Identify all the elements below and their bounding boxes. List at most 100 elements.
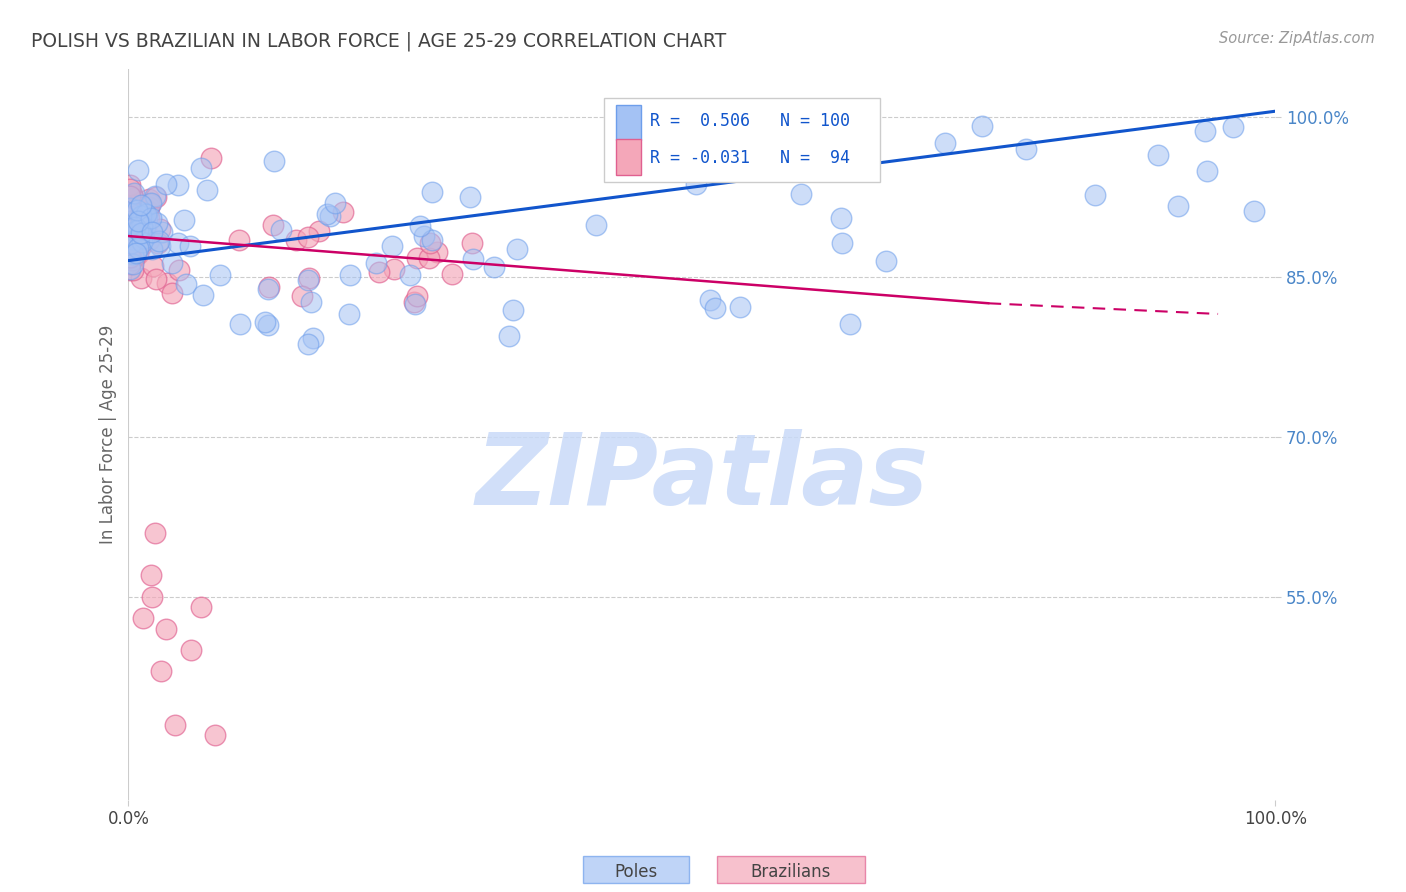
Point: [1195, 164, 1218, 178]
Point: [120, 244, 142, 259]
Point: [160, 256, 183, 270]
Point: [315, 206, 337, 220]
Point: [118, 263, 141, 277]
Point: [121, 220, 143, 235]
Point: [122, 257, 145, 271]
Point: [332, 205, 354, 219]
Point: [129, 213, 152, 227]
Point: [141, 225, 163, 239]
Point: [505, 242, 527, 256]
Point: [118, 201, 141, 215]
Point: [297, 272, 319, 286]
FancyBboxPatch shape: [616, 105, 641, 140]
Point: [121, 189, 143, 203]
Point: [728, 300, 751, 314]
Point: [149, 222, 172, 236]
Point: [146, 216, 169, 230]
Point: [420, 233, 443, 247]
Point: [263, 153, 285, 168]
Point: [131, 238, 153, 252]
Point: [122, 192, 145, 206]
Point: [118, 210, 141, 224]
Point: [190, 161, 212, 175]
Point: [406, 289, 429, 303]
Point: [1084, 187, 1107, 202]
Point: [228, 233, 250, 247]
Point: [461, 252, 484, 267]
Text: R =  0.506   N = 100: R = 0.506 N = 100: [651, 112, 851, 130]
Point: [461, 235, 484, 250]
Point: [120, 229, 142, 244]
Point: [156, 276, 179, 290]
Point: [118, 223, 141, 237]
Point: [118, 200, 141, 214]
Point: [155, 622, 177, 636]
Point: [297, 336, 319, 351]
Point: [125, 235, 148, 249]
Point: [339, 268, 361, 283]
Point: [121, 187, 143, 202]
Point: [193, 287, 215, 301]
Point: [141, 195, 163, 210]
Point: [285, 233, 308, 247]
Point: [143, 525, 166, 540]
Point: [124, 214, 146, 228]
Point: [120, 244, 142, 258]
Point: [150, 665, 173, 679]
Point: [425, 244, 447, 259]
Point: [699, 293, 721, 307]
Point: [118, 251, 141, 265]
Point: [190, 600, 212, 615]
Point: [127, 163, 149, 178]
Point: [934, 136, 956, 150]
Point: [141, 590, 163, 604]
Point: [121, 263, 143, 277]
Point: [458, 190, 481, 204]
Point: [118, 206, 141, 220]
Point: [118, 226, 141, 240]
Text: R = -0.031   N =  94: R = -0.031 N = 94: [651, 149, 851, 167]
Point: [685, 177, 707, 191]
Point: [262, 218, 284, 232]
Y-axis label: In Labor Force | Age 25-29: In Labor Force | Age 25-29: [100, 325, 117, 543]
Text: Poles: Poles: [614, 863, 658, 881]
Point: [124, 225, 146, 239]
Point: [440, 268, 463, 282]
Point: [420, 185, 443, 199]
Point: [148, 235, 170, 250]
Point: [139, 568, 162, 582]
Point: [208, 268, 231, 282]
Point: [135, 207, 157, 221]
FancyBboxPatch shape: [616, 139, 641, 175]
Point: [970, 119, 993, 133]
FancyBboxPatch shape: [605, 98, 880, 182]
Point: [409, 219, 432, 233]
Point: [131, 220, 153, 235]
Point: [148, 234, 170, 248]
Point: [120, 257, 142, 271]
Point: [176, 277, 198, 291]
Point: [131, 222, 153, 236]
Point: [179, 239, 201, 253]
Text: ZIPatlas: ZIPatlas: [475, 429, 928, 526]
Point: [121, 231, 143, 245]
Point: [165, 718, 187, 732]
Point: [124, 233, 146, 247]
Point: [1167, 199, 1189, 213]
Point: [169, 262, 191, 277]
Point: [139, 211, 162, 225]
Point: [118, 250, 141, 264]
Point: [134, 219, 156, 234]
Point: [118, 189, 141, 203]
Point: [120, 178, 142, 193]
Point: [129, 200, 152, 214]
Point: [127, 212, 149, 227]
Point: [308, 224, 330, 238]
Point: [419, 235, 441, 250]
Point: [399, 268, 422, 282]
Point: [830, 211, 852, 225]
Point: [404, 297, 426, 311]
Point: [132, 226, 155, 240]
Point: [204, 729, 226, 743]
Point: [121, 231, 143, 245]
